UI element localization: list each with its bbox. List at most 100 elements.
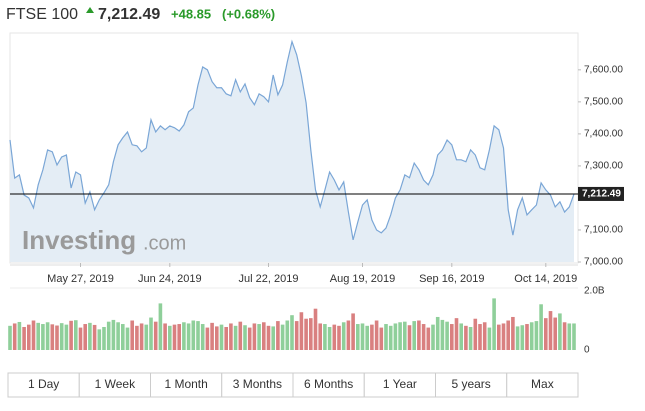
range-button-label[interactable]: 3 Months — [233, 377, 282, 391]
price-area — [10, 41, 574, 262]
volume-bar — [421, 324, 426, 350]
volume-bar — [229, 323, 233, 350]
volume-bar — [163, 323, 167, 350]
range-button[interactable] — [7, 372, 80, 398]
current-price-label: 7,212.49 — [582, 189, 621, 200]
volume-bar — [309, 318, 313, 350]
range-button-label[interactable]: 5 years — [451, 377, 490, 391]
y-tick-label: 0 — [584, 345, 590, 356]
volume-bar — [294, 321, 299, 350]
volume-bar — [346, 320, 351, 350]
volume-bar — [398, 322, 402, 350]
volume-bar — [219, 324, 224, 350]
range-button[interactable] — [292, 372, 365, 398]
logo: Investing — [22, 225, 136, 255]
volume-bar — [97, 329, 102, 350]
volume-bar — [41, 324, 45, 350]
volume-bar — [22, 326, 26, 350]
volume-bar — [323, 324, 327, 350]
volume-bar — [8, 325, 12, 350]
volume-bar — [370, 324, 374, 350]
x-tick-label: Jun 24, 2019 — [138, 273, 202, 285]
volume-bar — [186, 323, 191, 350]
volume-bar — [365, 325, 369, 350]
index-name: FTSE 100 — [6, 6, 78, 23]
volume-bar — [435, 316, 440, 350]
volume-bar — [318, 323, 322, 350]
range-button-label[interactable]: 6 Months — [304, 377, 353, 391]
volume-bar — [384, 324, 388, 350]
volume-bar — [285, 320, 290, 350]
volume-bar — [360, 323, 365, 350]
volume-bar — [238, 321, 243, 350]
range-button-label[interactable]: 1 Week — [95, 377, 136, 391]
volume-bar — [205, 327, 210, 350]
volume-bar — [252, 323, 257, 350]
x-tick-label: May 27, 2019 — [47, 273, 114, 285]
volume-bar — [224, 326, 228, 350]
volume-bar — [407, 325, 412, 350]
range-button[interactable] — [435, 372, 508, 398]
x-tick-label: Aug 19, 2019 — [330, 273, 395, 285]
volume-bar — [379, 327, 384, 350]
volume-bar — [337, 325, 341, 350]
current-price-marker — [578, 186, 624, 201]
volume-bar — [492, 298, 496, 350]
change-percent: (+0.68%) — [222, 6, 275, 21]
volume-bar — [280, 324, 285, 350]
volume-bar — [487, 327, 492, 350]
volume-bar — [59, 323, 64, 350]
volume-bar — [445, 321, 449, 350]
volume-bar — [332, 324, 337, 350]
volume-bar — [111, 319, 116, 350]
volume-bar — [266, 325, 271, 350]
volume-bar — [177, 324, 181, 350]
volume-bar — [558, 313, 562, 350]
volume-bar — [356, 324, 360, 350]
volume-bar — [567, 323, 572, 350]
volume-bar — [31, 320, 36, 350]
volume-bar — [121, 324, 125, 350]
volume-bar — [290, 315, 294, 350]
volume-bar — [299, 312, 304, 350]
y-tick-label: 7,000.00 — [584, 257, 623, 268]
range-button-label[interactable]: 1 Year — [383, 377, 417, 391]
y-tick-label: 7,300.00 — [584, 161, 623, 172]
range-button[interactable] — [363, 372, 436, 398]
volume-bar — [450, 324, 454, 350]
volume-bar — [102, 326, 106, 350]
volume-bar — [168, 325, 172, 350]
volume-bar — [459, 323, 463, 350]
range-button[interactable] — [78, 372, 151, 398]
volume-bar — [534, 321, 539, 350]
y-tick-label: 7,400.00 — [584, 129, 623, 140]
volume-bar — [544, 318, 548, 350]
volume-bar — [36, 322, 40, 350]
volume-bar — [135, 325, 139, 350]
volume-bar — [45, 322, 50, 350]
volume-bar — [83, 324, 87, 350]
range-button-label[interactable]: 1 Month — [164, 377, 207, 391]
volume-bar — [403, 321, 407, 350]
volume-bar — [17, 321, 22, 350]
range-button[interactable] — [150, 372, 223, 398]
volume-bar — [276, 321, 280, 350]
volume-bar — [341, 322, 346, 350]
x-tick-label: Sep 16, 2019 — [419, 273, 484, 285]
volume-bar — [215, 326, 219, 350]
volume-bar — [529, 322, 534, 350]
volume-bar — [200, 324, 205, 350]
x-tick-label: Oct 14, 2019 — [514, 273, 577, 285]
range-button-label[interactable]: 1 Day — [28, 377, 59, 391]
volume-bar — [562, 322, 567, 350]
range-button[interactable] — [506, 372, 579, 398]
volume-bar — [55, 325, 59, 350]
volume-bar — [130, 320, 134, 350]
volume-bar — [125, 327, 130, 350]
volume-bar — [464, 325, 468, 350]
volume-bar — [468, 326, 473, 350]
volume-bar — [182, 322, 186, 350]
range-button[interactable] — [221, 372, 294, 398]
range-button-label[interactable]: Max — [531, 377, 554, 391]
